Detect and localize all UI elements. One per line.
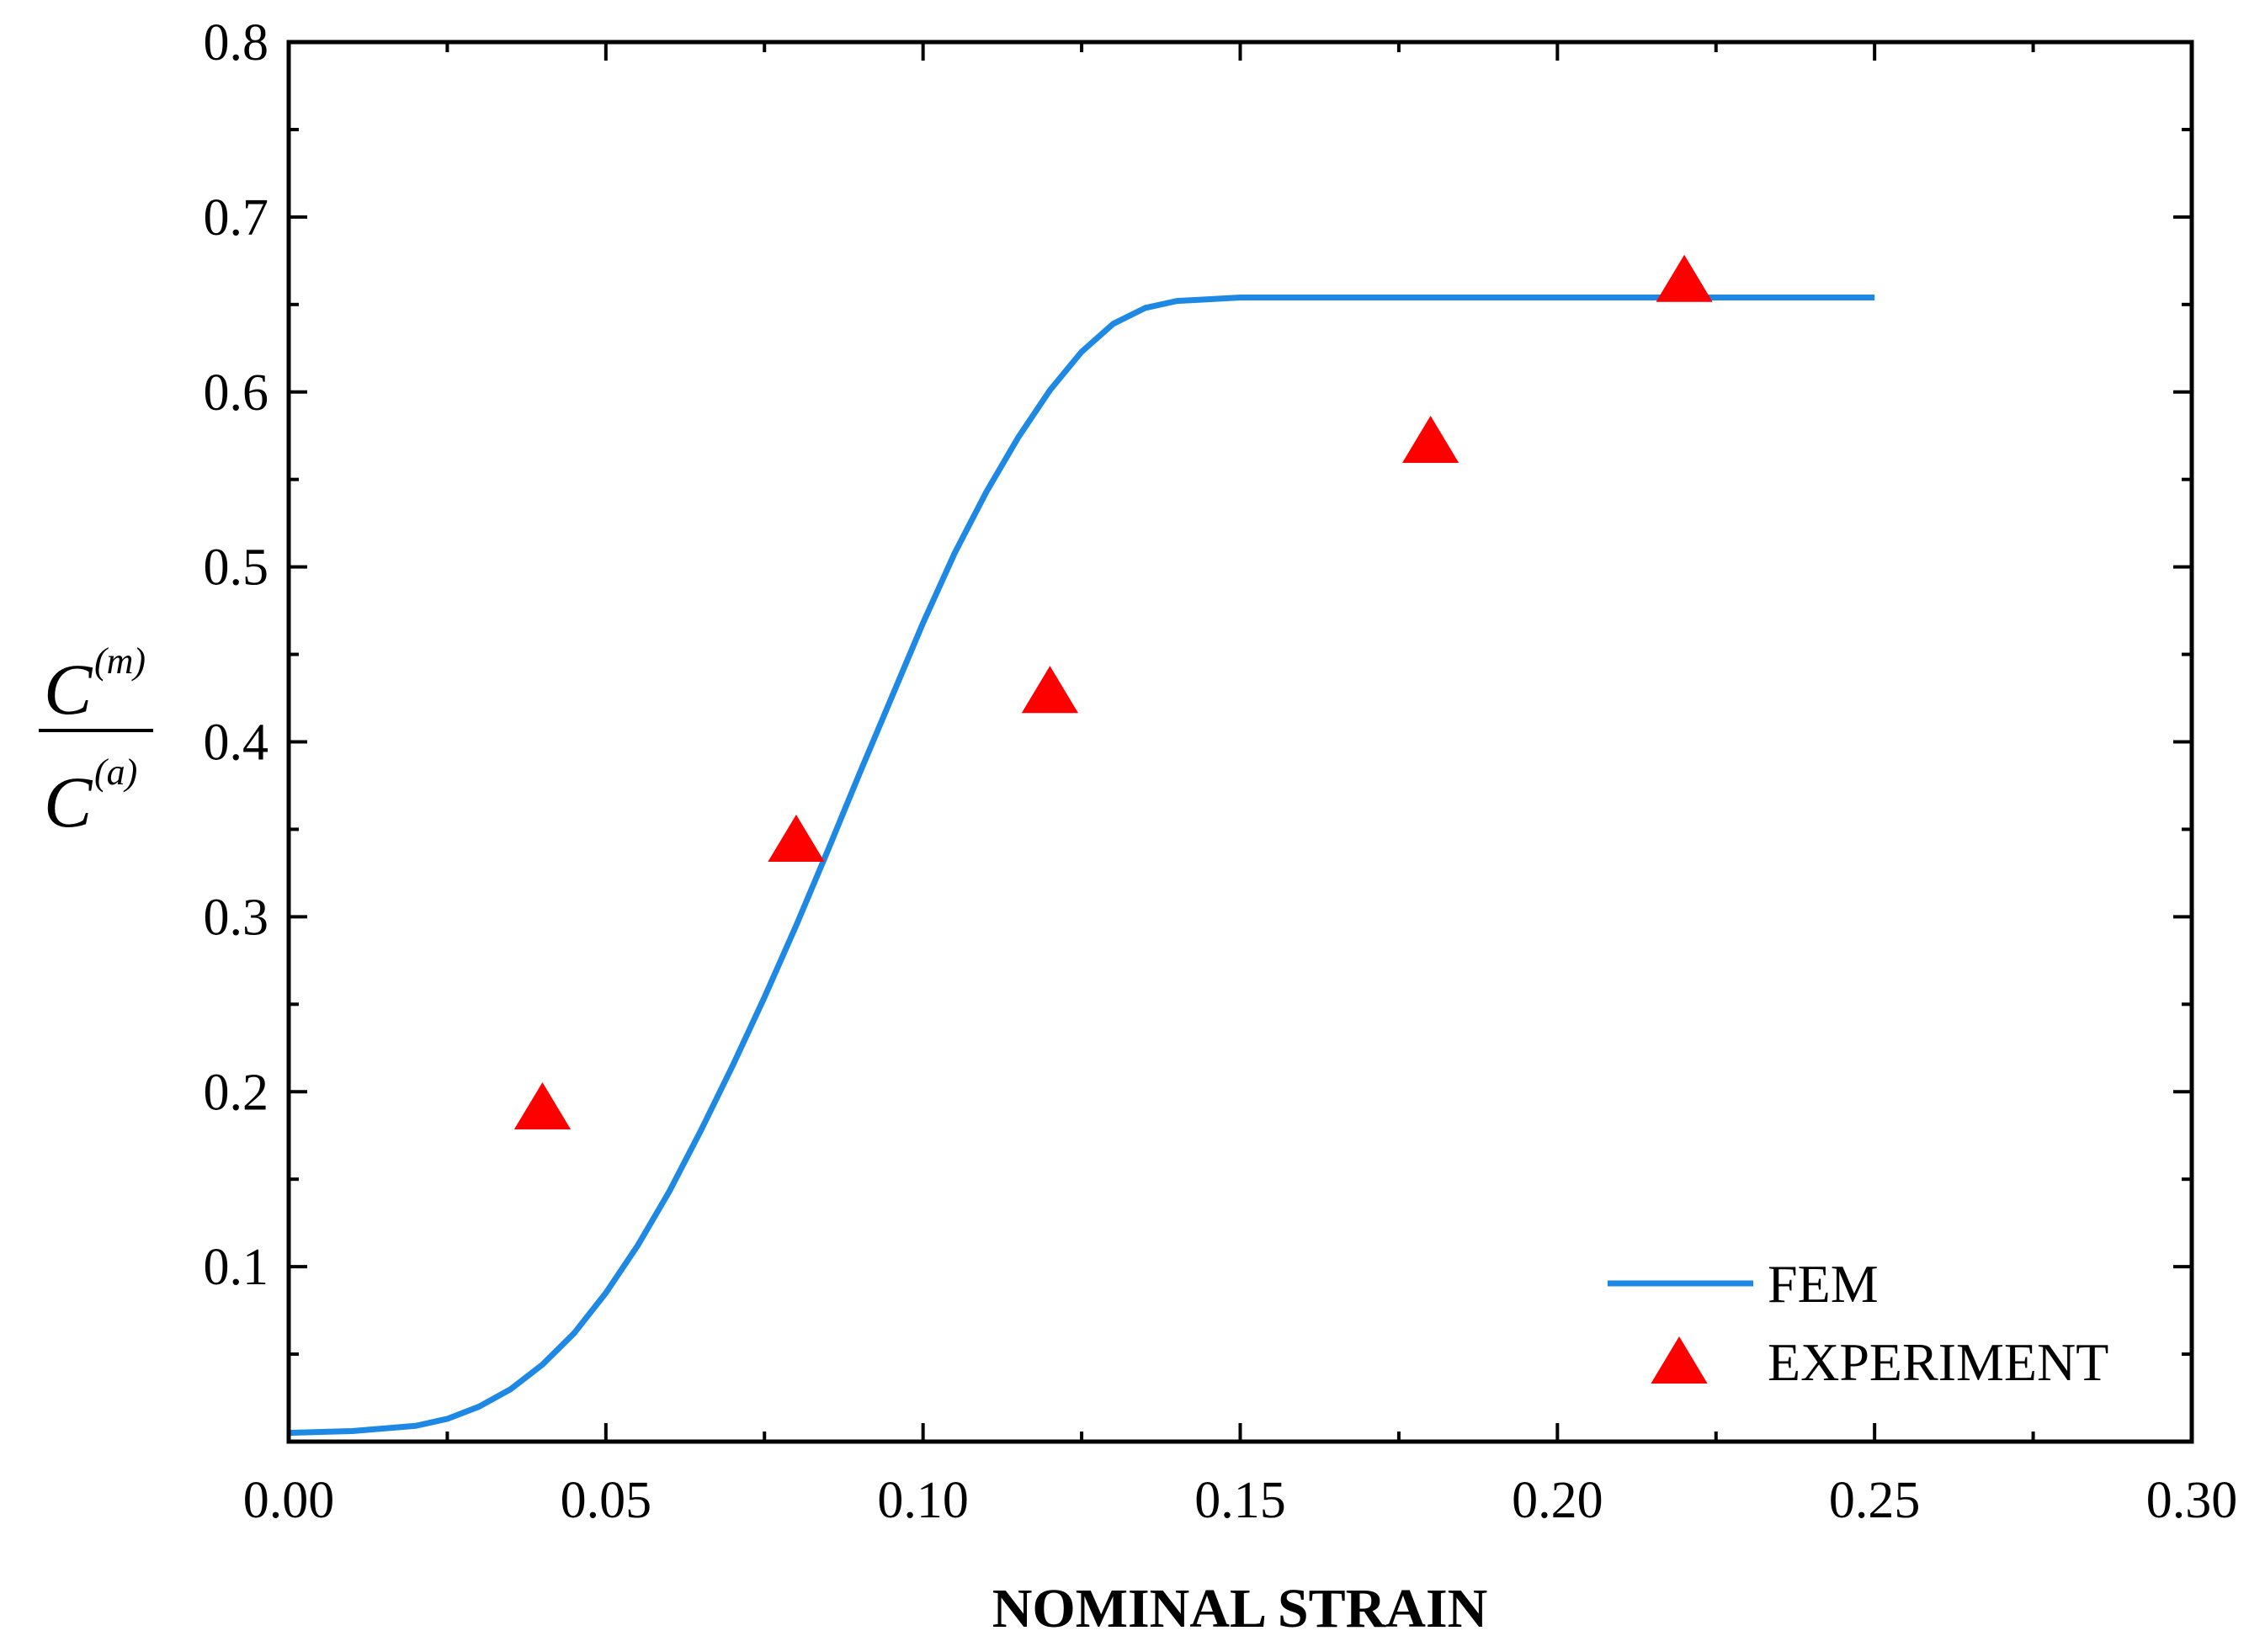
y-tick-label: 0.5 bbox=[204, 539, 269, 597]
series-layer bbox=[288, 254, 1875, 1437]
y-axis-denominator: C bbox=[44, 762, 93, 842]
y-tick-label: 0.4 bbox=[204, 714, 269, 772]
x-tick-label: 0.10 bbox=[877, 1472, 969, 1529]
plot-frame bbox=[286, 40, 2194, 1444]
y-tick-label: 0.3 bbox=[204, 889, 269, 946]
y-tick-label: 0.6 bbox=[204, 364, 269, 422]
y-axis-title: C (m) C (a) bbox=[39, 640, 153, 842]
x-tick-label: 0.25 bbox=[1829, 1472, 1921, 1529]
y-tick-label: 0.2 bbox=[204, 1064, 269, 1121]
series-line-fem bbox=[288, 294, 1875, 1437]
legend-fem-label: FEM bbox=[1768, 1254, 1879, 1314]
data-point-experiment bbox=[513, 1082, 572, 1130]
y-axis-numerator-superscript: (m) bbox=[94, 640, 146, 682]
data-point-experiment bbox=[1402, 416, 1459, 464]
y-tick-label: 0.1 bbox=[204, 1239, 269, 1296]
x-tick-label: 0.00 bbox=[243, 1472, 335, 1529]
x-tick-label: 0.30 bbox=[2146, 1472, 2238, 1529]
x-tick-label: 0.20 bbox=[1512, 1472, 1603, 1529]
x-tick-label: 0.05 bbox=[561, 1472, 652, 1529]
y-tick-label: 0.8 bbox=[204, 14, 269, 72]
x-tick-labels: 0.00 0.05 0.10 0.15 0.20 0.25 0.30 bbox=[243, 1472, 2238, 1529]
x-tick-label: 0.15 bbox=[1194, 1472, 1286, 1529]
x-axis-title: NOMINAL STRAIN bbox=[992, 1578, 1488, 1639]
y-axis-numerator: C bbox=[44, 649, 93, 730]
legend-experiment-swatch bbox=[1651, 1336, 1708, 1384]
data-point-experiment bbox=[768, 814, 825, 862]
legend-experiment-label: EXPERIMENT bbox=[1768, 1332, 2108, 1392]
data-point-experiment bbox=[1021, 666, 1078, 714]
ticks-layer bbox=[287, 40, 2193, 1443]
y-axis-denominator-superscript: (a) bbox=[94, 752, 137, 793]
y-tick-label: 0.7 bbox=[204, 189, 269, 247]
y-tick-labels: 0.1 0.2 0.3 0.4 0.5 0.6 0.7 0.8 bbox=[204, 14, 269, 1296]
legend: FEM EXPERIMENT bbox=[1608, 1254, 2108, 1392]
data-point-experiment bbox=[1656, 254, 1713, 302]
